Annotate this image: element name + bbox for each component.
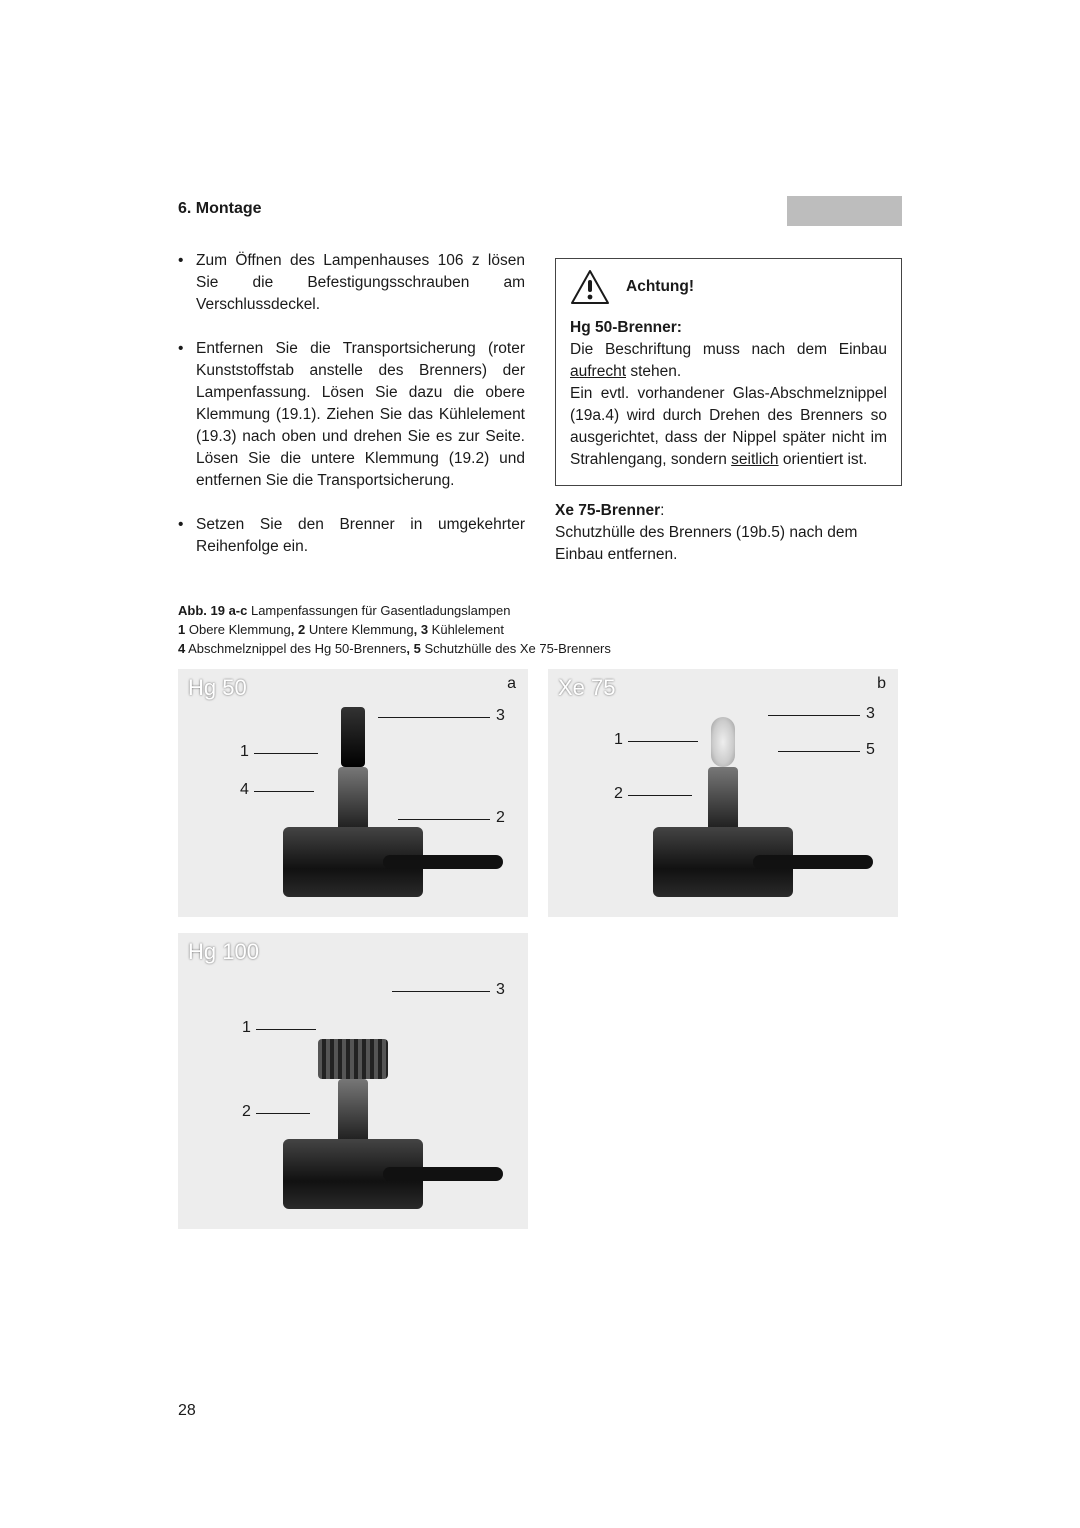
figure-letter: a [507, 675, 516, 693]
caption-lead: Abb. 19 a-c [178, 603, 247, 618]
figure-title: Hg 50 [188, 675, 247, 701]
warning-box: Achtung! Hg 50-Brenner: Die Beschriftung… [555, 258, 902, 486]
callout-number: 5 [866, 741, 875, 759]
key-num: , 2 [291, 622, 305, 637]
callout-number: 4 [240, 781, 249, 799]
figure-title: Hg 100 [188, 939, 259, 965]
underlined-text: aufrecht [570, 363, 626, 380]
text: Obere Klemmung [185, 622, 291, 637]
callout-number: 1 [242, 1019, 251, 1037]
bullet-item: Zum Öffnen des Lampenhauses 106 z lösen … [178, 250, 525, 316]
text: : [660, 502, 664, 519]
warning-icon [570, 269, 610, 305]
callout-line [254, 753, 318, 754]
figure-hg100: Hg 100 3 1 2 [178, 933, 528, 1229]
text: Untere Klemmung [305, 622, 413, 637]
callout-number: 2 [242, 1103, 251, 1121]
callout-line [778, 751, 860, 752]
underlined-text: seitlich [731, 451, 778, 468]
callout-line [254, 791, 314, 792]
bullet-item: Entfernen Sie die Transportsicherung (ro… [178, 338, 525, 492]
text: Schutzhülle des Xe 75-Brenners [421, 641, 611, 656]
callout-line [256, 1029, 316, 1030]
bullet-item: Setzen Sie den Brenner in umgekehrter Re… [178, 514, 525, 558]
warning-subhead: Hg 50-Brenner: [570, 317, 887, 339]
content-columns: Zum Öffnen des Lampenhauses 106 z lösen … [178, 250, 902, 580]
text: Die Beschriftung muss nach dem Einbau [570, 341, 887, 358]
right-column: Achtung! Hg 50-Brenner: Die Beschriftung… [555, 250, 902, 580]
warning-body: Hg 50-Brenner: Die Beschriftung muss nac… [570, 317, 887, 471]
thumb-tab [787, 196, 902, 226]
callout-number: 3 [866, 705, 875, 723]
callout-number: 2 [496, 809, 505, 827]
figure-caption: Abb. 19 a-c Lampenfassungen für Gasentla… [178, 602, 902, 659]
caption-line: 1 Obere Klemmung, 2 Untere Klemmung, 3 K… [178, 621, 902, 640]
figure-hg50: Hg 50 a 3 1 4 2 [178, 669, 528, 917]
figures-row-1: Hg 50 a 3 1 4 2 Xe 75 b 3 1 5 2 [178, 669, 902, 917]
warning-label: Achtung! [626, 278, 694, 296]
callout-number: 1 [240, 743, 249, 761]
xe75-head: Xe 75-Brenner [555, 502, 660, 519]
figure-letter: b [877, 675, 886, 693]
bullet-list: Zum Öffnen des Lampenhauses 106 z lösen … [178, 250, 525, 558]
text: orientiert ist. [779, 451, 868, 468]
warning-line: Die Beschriftung muss nach dem Einbau au… [570, 339, 887, 383]
warning-header: Achtung! [570, 269, 887, 305]
text: Abschmelznippel des Hg 50-Brenners [185, 641, 406, 656]
figures-row-2: Hg 100 3 1 2 [178, 933, 902, 1229]
left-column: Zum Öffnen des Lampenhauses 106 z lösen … [178, 250, 525, 580]
xe75-text: Schutzhülle des Brenners (19b.5) nach de… [555, 522, 902, 566]
text: Lampenfassungen für Gasentladungslampen [247, 603, 510, 618]
xe75-note: Xe 75-Brenner: Schutzhülle des Brenners … [555, 500, 902, 566]
callout-number: 3 [496, 707, 505, 725]
lamp-socket-illustration [283, 1139, 423, 1209]
key-num: , 3 [414, 622, 428, 637]
text: stehen. [626, 363, 681, 380]
text: Kühlelement [428, 622, 504, 637]
figure-title: Xe 75 [558, 675, 616, 701]
callout-line [392, 991, 490, 992]
caption-line: Abb. 19 a-c Lampenfassungen für Gasentla… [178, 602, 902, 621]
lamp-socket-illustration [283, 827, 423, 897]
caption-line: 4 Abschmelznippel des Hg 50-Brenners, 5 … [178, 640, 902, 659]
figure-xe75: Xe 75 b 3 1 5 2 [548, 669, 898, 917]
warning-line: Ein evtl. vorhandener Glas-Abschmelznipp… [570, 383, 887, 471]
callout-line [768, 715, 860, 716]
callout-line [398, 819, 490, 820]
callout-line [628, 795, 692, 796]
page-number: 28 [178, 1402, 196, 1420]
callout-line [378, 717, 490, 718]
callout-number: 1 [614, 731, 623, 749]
callout-number: 3 [496, 981, 505, 999]
callout-line [628, 741, 698, 742]
lamp-socket-illustration [653, 827, 793, 897]
key-num: , 5 [406, 641, 420, 656]
callout-line [256, 1113, 310, 1114]
callout-number: 2 [614, 785, 623, 803]
